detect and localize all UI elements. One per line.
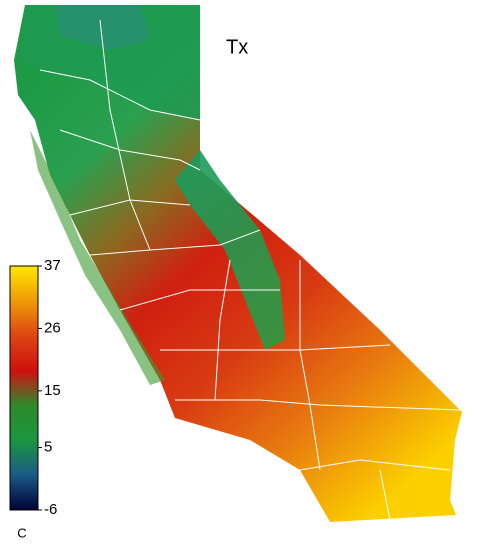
colorbar-fill (9, 265, 39, 511)
california-map (14, 5, 462, 522)
colorbar-unit: C (17, 525, 26, 540)
map-title: Tx (226, 36, 248, 58)
colorbar: -6 5 15 26 37 (9, 257, 61, 518)
colorbar-tick-label: -6 (44, 501, 57, 518)
colorbar-tick-label: 37 (44, 257, 61, 274)
colorbar-tick-label: 26 (44, 319, 61, 336)
colorbar-tick-label: 5 (44, 439, 52, 456)
colorbar-tick-label: 15 (44, 382, 61, 399)
